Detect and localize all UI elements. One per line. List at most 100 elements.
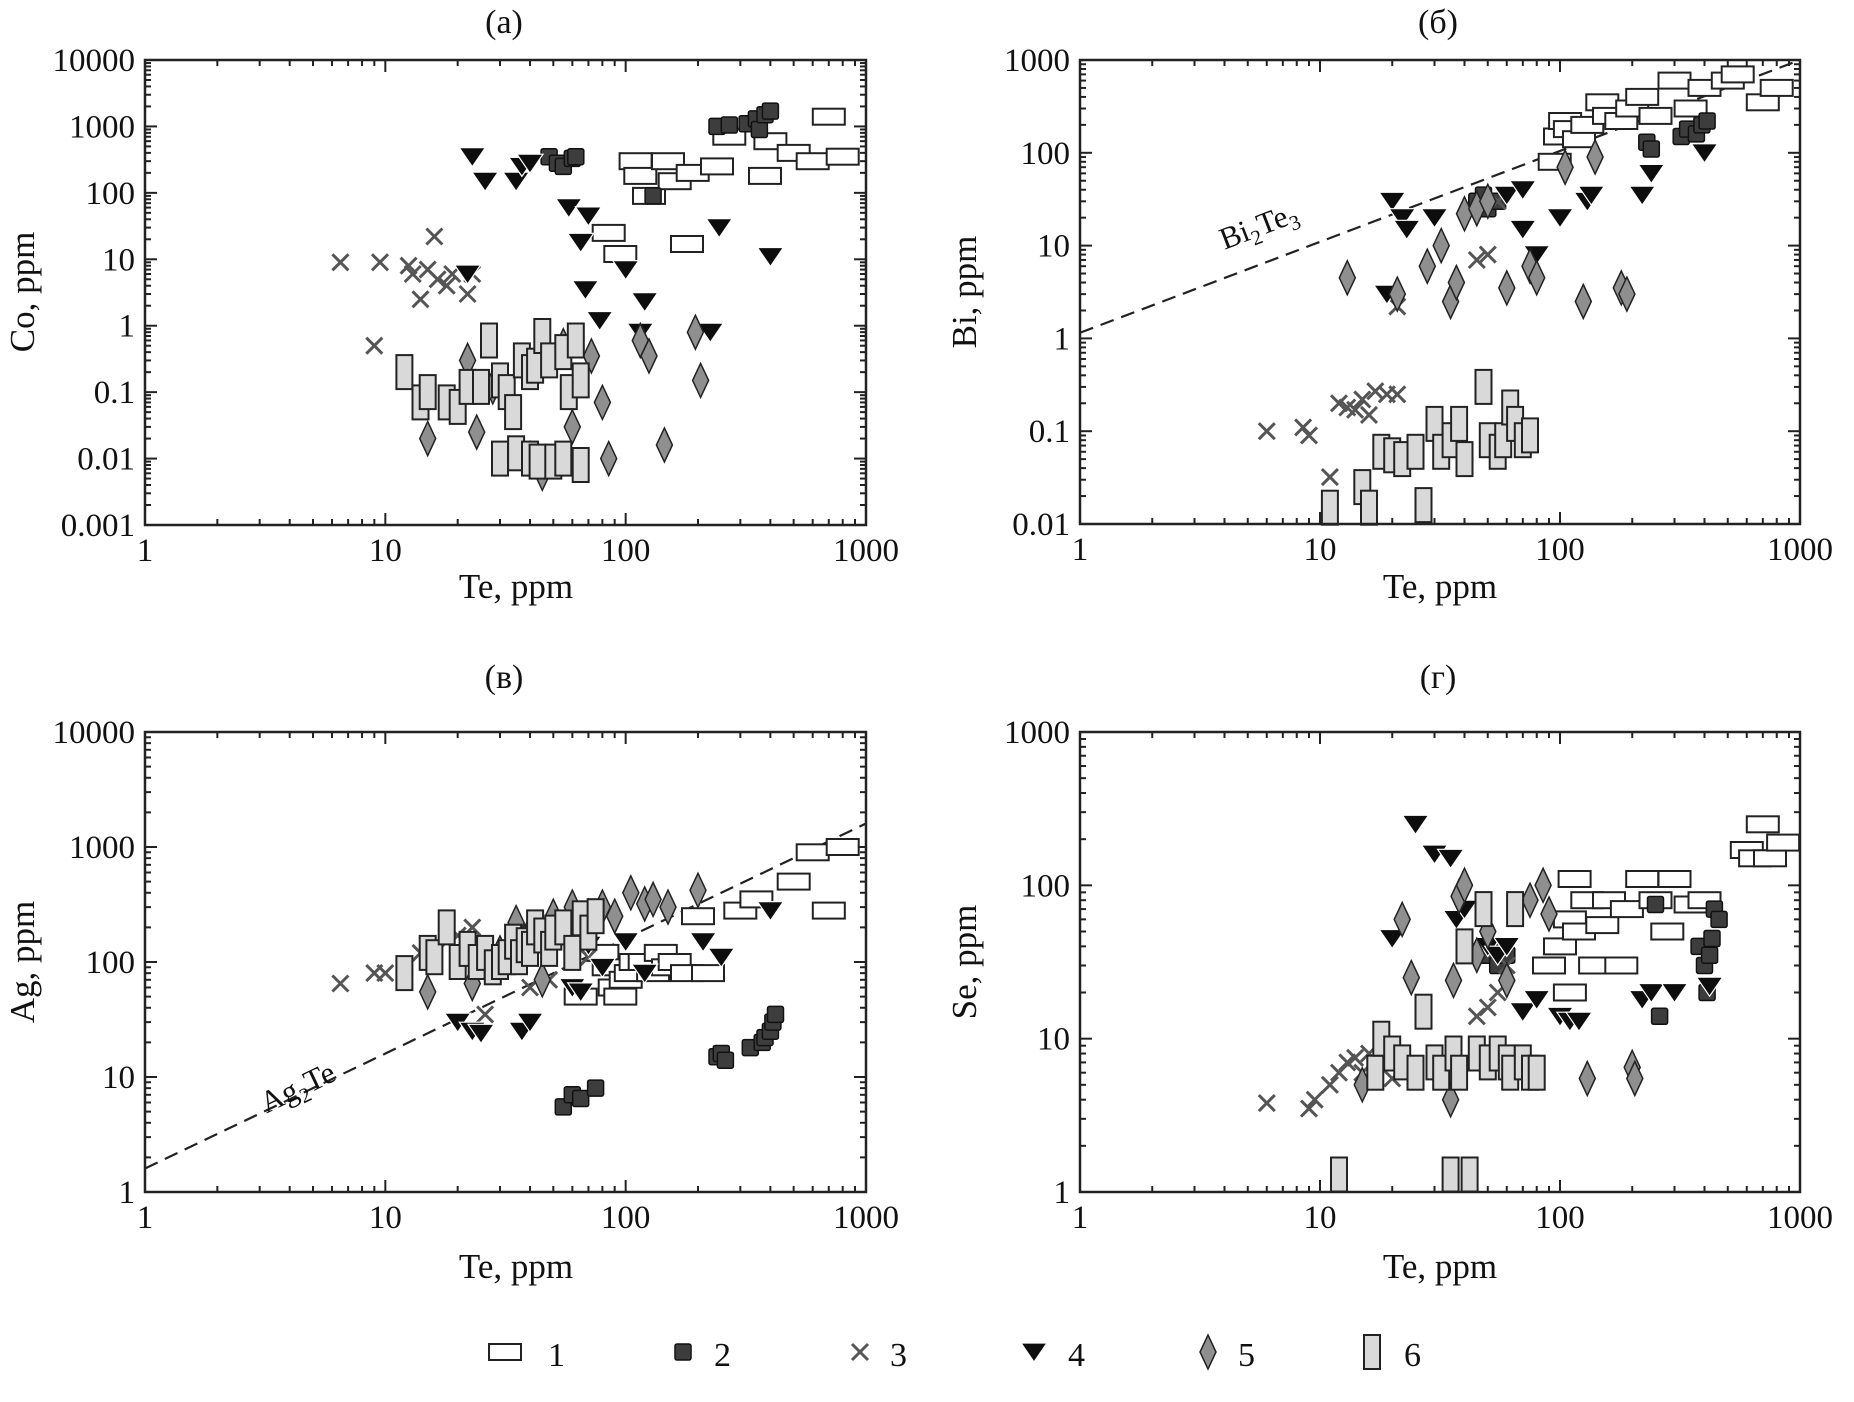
panel-b-xtick-label: 1 bbox=[1072, 532, 1089, 568]
panel-d-point-series-1 bbox=[1609, 900, 1644, 919]
panel-c-point-series-4 bbox=[566, 982, 595, 1003]
panel-d-point-series-6 bbox=[1441, 1156, 1460, 1193]
panel-d-point-series-6 bbox=[1366, 1054, 1385, 1091]
panel-a-point-series-1 bbox=[618, 152, 653, 171]
panel-d-point-series-3 bbox=[1257, 1094, 1276, 1113]
panel-a-point-series-5 bbox=[655, 426, 674, 464]
panel-c-point-series-1 bbox=[825, 838, 860, 856]
panel-d-point-series-6 bbox=[1406, 1054, 1425, 1091]
panel-c-point-series-1 bbox=[776, 872, 811, 891]
panel-d-ytick-label: 10 bbox=[1037, 1022, 1070, 1058]
panel-c-point-series-6 bbox=[563, 934, 582, 971]
panel-d-point-series-6 bbox=[1330, 1156, 1348, 1193]
panel-d-xtick-label: 1 bbox=[1072, 1200, 1089, 1236]
panel-a-ytick-label: 10 bbox=[102, 242, 135, 278]
panel-d-point-series-1 bbox=[1625, 870, 1660, 888]
legend-marker-2 bbox=[674, 1343, 692, 1361]
panel-a-point-series-4 bbox=[453, 264, 482, 286]
panel-d-point-series-2 bbox=[1710, 910, 1728, 929]
legend-item-2: 2 bbox=[674, 1337, 731, 1374]
panel-b-point-series-3 bbox=[1320, 468, 1339, 487]
panel-c-point-series-6 bbox=[586, 898, 605, 935]
panel-d-frame bbox=[1078, 730, 1802, 1194]
panel-a-point-series-1 bbox=[670, 235, 704, 253]
panel-c-point-series-5 bbox=[418, 973, 437, 1011]
panel-d-point-series-1 bbox=[1552, 983, 1587, 1002]
panel-a-point-series-1 bbox=[825, 147, 860, 166]
panel-b-point-series-6 bbox=[1320, 489, 1339, 526]
panel-d-point-series-4 bbox=[1508, 1002, 1537, 1023]
panel-b-point-series-4 bbox=[1545, 208, 1575, 229]
panel-a-point-series-3 bbox=[425, 227, 444, 246]
panel-c-point-series-3 bbox=[376, 964, 395, 983]
panel-c-ticks: 1 10 100 1000 1 10 100 1000 10000 bbox=[53, 715, 900, 1236]
panel-d-point-series-6 bbox=[1474, 891, 1493, 928]
panel-c-point-series-4 bbox=[630, 963, 659, 985]
panel-a-point-series-4 bbox=[756, 246, 785, 268]
panel-a-point-series-1 bbox=[811, 107, 846, 126]
legend-item-3: 3 bbox=[850, 1337, 907, 1374]
panel-b-point-series-4 bbox=[1378, 191, 1407, 213]
panel-a-point-series-1 bbox=[623, 166, 658, 185]
panel-a-point-series-4 bbox=[566, 232, 595, 254]
panel-c-title: (в) bbox=[485, 659, 524, 696]
panel-a-point-series-6 bbox=[472, 368, 490, 405]
panel-c-ytick-label: 1000 bbox=[69, 830, 135, 866]
panel-a-point-series-3 bbox=[331, 253, 350, 272]
legend-marker-1 bbox=[488, 1343, 522, 1361]
legend-item-4: 4 bbox=[1019, 1337, 1085, 1374]
panel-b-point-series-4 bbox=[1388, 208, 1417, 229]
panel-b-point-series-6 bbox=[1521, 417, 1539, 454]
panel-c-reference-line-path bbox=[144, 822, 867, 1170]
panel-d-xtick-label: 10 bbox=[1304, 1200, 1337, 1236]
panel-b-ytick-label: 1000 bbox=[1004, 43, 1070, 79]
panel-d-title: (г) bbox=[1420, 659, 1457, 696]
panel-d-point-series-1 bbox=[1585, 916, 1620, 935]
panel-c-point-series-1 bbox=[691, 964, 725, 983]
legend: 1 2 3 4 5 6 bbox=[488, 1333, 1421, 1374]
panel-c-point-series-5 bbox=[533, 961, 552, 999]
panel-b-point-series-5 bbox=[1586, 138, 1604, 176]
panel-d-point-series-3 bbox=[1478, 998, 1497, 1017]
panel-c-point-series-5 bbox=[644, 880, 662, 919]
panel-a-point-series-6 bbox=[528, 443, 547, 480]
panel-b-point-series-6 bbox=[1406, 433, 1425, 470]
panel-d-ytick-label: 1000 bbox=[1004, 715, 1070, 751]
panel-a-ytick-label: 100 bbox=[86, 176, 136, 212]
panel-b-point-series-4 bbox=[1577, 185, 1606, 207]
panel-b-point-series-6 bbox=[1414, 487, 1433, 524]
panel-a-ytick-label: 1 bbox=[119, 309, 136, 345]
panel-a-point-series-5 bbox=[599, 439, 618, 478]
panel-d-ylabel: Se, ppm bbox=[945, 905, 984, 1020]
panel-a-point-series-3 bbox=[411, 290, 430, 309]
panel-d-point-series-1 bbox=[1543, 937, 1577, 956]
panel-c-point-series-4 bbox=[588, 957, 617, 979]
panel-b-point-series-5 bbox=[1432, 226, 1451, 265]
panel-a-xtick-label: 1000 bbox=[833, 533, 899, 569]
panel-c-xtick-label: 1 bbox=[137, 1200, 154, 1236]
panel-b-point-series-5 bbox=[1447, 263, 1466, 302]
panel-d-point-series-1 bbox=[1766, 833, 1801, 852]
panel-d-ytick-label: 1 bbox=[1054, 1175, 1071, 1211]
panel-b-point-series-4 bbox=[1492, 185, 1521, 207]
panel-b-point-series-1 bbox=[1625, 87, 1660, 106]
panel-a-point-series-4 bbox=[554, 198, 583, 219]
panel-d-point-series-5 bbox=[1402, 958, 1421, 997]
panel-b-point-series-3 bbox=[1346, 400, 1365, 419]
panel-a-point-series-1 bbox=[591, 223, 626, 242]
panel-b-point-series-5 bbox=[1418, 247, 1437, 285]
panel-a-point-series-6 bbox=[571, 447, 590, 483]
panel-a-point-series-4 bbox=[571, 280, 600, 301]
panel-c-point-series-4 bbox=[688, 932, 718, 953]
panel-d-point-series-5 bbox=[1393, 900, 1412, 939]
panel-b-point-series-1 bbox=[1720, 65, 1755, 84]
panel-a-point-series-4 bbox=[611, 260, 640, 281]
panel-b-point-series-3 bbox=[1366, 382, 1385, 401]
panel-b-ytick-label: 1 bbox=[1054, 321, 1071, 357]
panel-c-point-series-2 bbox=[571, 1089, 590, 1108]
legend-label-3: 3 bbox=[890, 1337, 907, 1374]
panel-a-point-series-6 bbox=[480, 322, 498, 359]
panel-d-point-series-4 bbox=[1522, 989, 1551, 1011]
panel-b-ytick-label: 100 bbox=[1021, 136, 1071, 172]
panel-d-point-series-4 bbox=[1637, 982, 1666, 1004]
